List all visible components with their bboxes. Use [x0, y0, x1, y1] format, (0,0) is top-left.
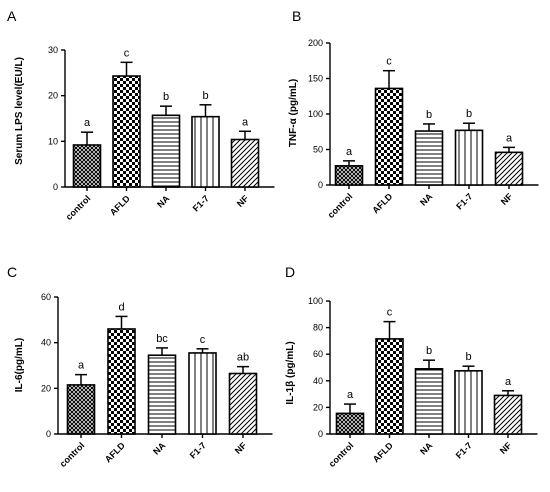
significance-label: a: [347, 389, 354, 401]
panel-letter: C: [7, 264, 17, 280]
significance-label: b: [426, 109, 432, 121]
y-tick-label: 20: [313, 402, 323, 412]
bar-na: [147, 354, 177, 435]
y-tick-label: 60: [313, 349, 323, 359]
significance-label: b: [466, 108, 472, 120]
bar-afld: [375, 338, 404, 435]
y-tick-label: 100: [308, 109, 323, 119]
significance-label: c: [200, 334, 206, 346]
x-tick-label: NA: [155, 193, 172, 210]
x-tick-label: NA: [418, 440, 435, 457]
y-tick-label: 20: [41, 383, 51, 393]
y-tick-label: 30: [48, 45, 58, 55]
x-tick-label: control: [64, 193, 93, 222]
y-axis-title: TNF-α (pg/mL): [288, 79, 299, 147]
x-tick-label: control: [58, 440, 87, 469]
bar-f1-7: [188, 352, 217, 435]
significance-label: b: [465, 351, 471, 363]
plot-area: 0 20 40 60 80 100 a control c AFLD b NA b F1-7 a NF: [308, 296, 538, 469]
x-tick-label: NA: [151, 440, 168, 457]
y-tick-label: 0: [318, 429, 323, 439]
panel-d: D IL-1β (pg/mL) 0 20 40 60 80 100 a control c AFL…: [285, 264, 538, 469]
y-tick-label: 0: [318, 180, 323, 190]
bar-na: [151, 114, 181, 188]
panel-a: A Serum LPS level(EU/L) 0 10 20 30 a control c…: [7, 8, 275, 222]
significance-label: a: [84, 117, 91, 129]
y-tick-label: 40: [41, 338, 51, 348]
y-tick-label: 50: [313, 145, 323, 155]
bar-control: [72, 144, 102, 188]
bar-nf: [228, 372, 258, 435]
x-tick-label: NF: [499, 191, 515, 207]
bar-control: [66, 384, 96, 435]
x-tick-label: F1-7: [454, 191, 474, 211]
y-axis-title: Serum LPS level(EU/L): [14, 57, 25, 165]
y-tick-label: 10: [48, 136, 58, 146]
bar-control: [334, 165, 364, 186]
bar-na: [414, 130, 444, 186]
bar-afld: [107, 328, 136, 435]
y-tick-label: 0: [53, 182, 58, 192]
x-tick-label: NF: [498, 440, 514, 456]
x-tick-label: F1-7: [188, 440, 208, 460]
panel-letter: B: [292, 8, 301, 24]
panel-c: C IL-6(pg/mL) 0 20 40 60 a control d AFLD bc NA c F…: [7, 264, 273, 469]
x-tick-label: AFLD: [370, 191, 394, 215]
bar-afld: [374, 87, 404, 186]
plot-area: 0 50 100 150 200 a control c AFLD b NA b F1-7 a NF: [308, 38, 539, 220]
significance-label: bc: [156, 333, 168, 345]
significance-label: b: [202, 90, 208, 102]
significance-label: a: [506, 132, 513, 144]
significance-label: c: [386, 56, 392, 68]
significance-label: c: [124, 47, 130, 59]
y-axis-title: IL-1β (pg/mL): [285, 341, 296, 404]
x-tick-label: F1-7: [191, 193, 211, 213]
significance-label: b: [163, 91, 169, 103]
plot-area: 0 10 20 30 a control c AFLD b NA b F1-7 a NF: [48, 45, 275, 222]
x-tick-label: NF: [235, 193, 251, 209]
y-tick-label: 100: [308, 296, 323, 306]
significance-label: a: [505, 376, 512, 388]
significance-label: c: [387, 307, 393, 319]
y-tick-label: 60: [41, 292, 51, 302]
significance-label: b: [426, 345, 432, 357]
bar-f1-7: [191, 115, 220, 188]
plot-area: 0 20 40 60 a control d AFLD bc NA c F1-7 ab NF: [41, 292, 273, 469]
panel-letter: A: [7, 8, 17, 24]
x-tick-label: AFLD: [371, 440, 395, 464]
bar-f1-7: [454, 370, 483, 435]
significance-label: ab: [237, 352, 249, 364]
x-tick-label: F1-7: [454, 440, 474, 460]
y-axis-title: IL-6(pg/mL): [14, 338, 25, 392]
significance-label: a: [78, 360, 85, 372]
bar-f1-7: [454, 129, 484, 186]
bar-nf: [493, 394, 523, 435]
y-tick-label: 200: [308, 38, 323, 48]
x-tick-label: control: [327, 440, 356, 469]
bar-nf: [494, 151, 524, 186]
panel-b: B TNF-α (pg/mL) 0 50 100 150 200 a control c AFL…: [288, 8, 539, 220]
significance-label: d: [118, 301, 124, 313]
significance-label: a: [242, 116, 249, 128]
significance-label: a: [346, 146, 353, 158]
x-tick-label: control: [326, 191, 355, 220]
y-tick-label: 0: [46, 429, 51, 439]
y-tick-label: 150: [308, 74, 323, 84]
y-tick-label: 40: [313, 376, 323, 386]
x-tick-label: NF: [233, 440, 249, 456]
y-tick-label: 20: [48, 91, 58, 101]
x-tick-label: AFLD: [108, 193, 132, 217]
bar-nf: [230, 138, 260, 188]
y-tick-label: 80: [313, 323, 323, 333]
bar-afld: [112, 75, 141, 188]
x-tick-label: AFLD: [103, 440, 127, 464]
panel-letter: D: [285, 264, 295, 280]
bar-control: [335, 412, 365, 435]
x-tick-label: NA: [418, 191, 435, 208]
bar-na: [414, 368, 444, 435]
